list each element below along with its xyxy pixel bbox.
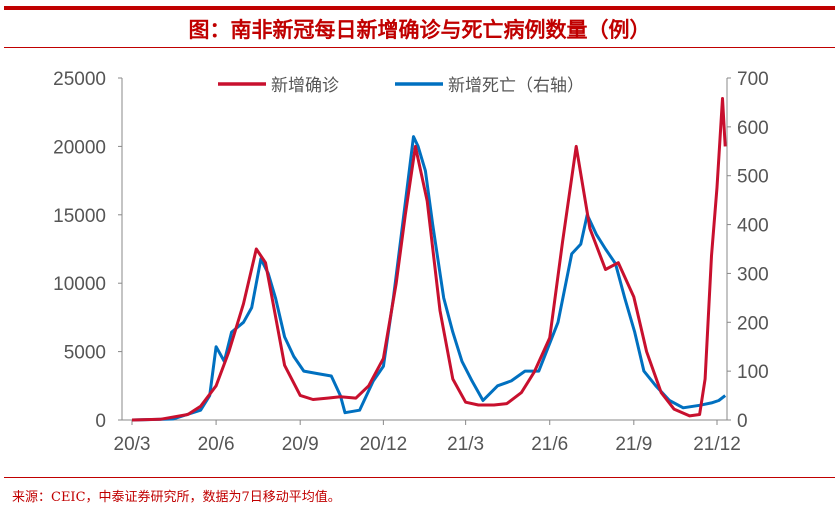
- x-tick-label: 21/6: [531, 434, 568, 455]
- x-tick-label: 20/12: [360, 434, 408, 455]
- right-tick-label: 700: [737, 69, 769, 90]
- chart: 0 5000 10000 15000 20000 25000 0 100 200 300 400 50…: [53, 69, 769, 455]
- right-tick-label: 400: [737, 216, 769, 237]
- x-tick-label: 21/9: [615, 434, 652, 455]
- left-tick-label: 5000: [64, 343, 106, 364]
- x-tick-label: 20/3: [114, 434, 151, 455]
- right-tick-label: 500: [737, 167, 769, 188]
- legend-label-1: 新增死亡（右轴）: [448, 76, 584, 96]
- left-tick-label: 15000: [53, 206, 106, 227]
- x-tick-label: 21/12: [693, 434, 741, 455]
- x-tick-label: 21/3: [447, 434, 484, 455]
- source-rule: [4, 477, 835, 478]
- right-tick-label: 300: [737, 264, 769, 285]
- left-tick-label: 20000: [53, 137, 106, 158]
- title-bottom-rule: [4, 47, 835, 48]
- title-top-rule: [4, 6, 835, 10]
- right-tick-label: 200: [737, 313, 769, 334]
- x-tick-label: 20/6: [198, 434, 235, 455]
- series-line-cases: [131, 97, 727, 422]
- chart-title: 图：南非新冠每日新增确诊与死亡病例数量（例）: [188, 17, 651, 42]
- legend-label-0: 新增确诊: [271, 76, 339, 96]
- left-tick-label: 0: [95, 411, 106, 432]
- left-tick-label: 25000: [53, 69, 106, 90]
- x-tick-label: 20/9: [282, 434, 319, 455]
- source-note: 来源：CEIC，中泰证券研究所，数据为7日移动平均值。: [12, 490, 341, 505]
- right-tick-label: 600: [737, 118, 769, 139]
- left-tick-label: 10000: [53, 274, 106, 295]
- series-line-deaths: [131, 135, 727, 422]
- right-tick-label: 0: [737, 411, 748, 432]
- right-tick-label: 100: [737, 362, 769, 383]
